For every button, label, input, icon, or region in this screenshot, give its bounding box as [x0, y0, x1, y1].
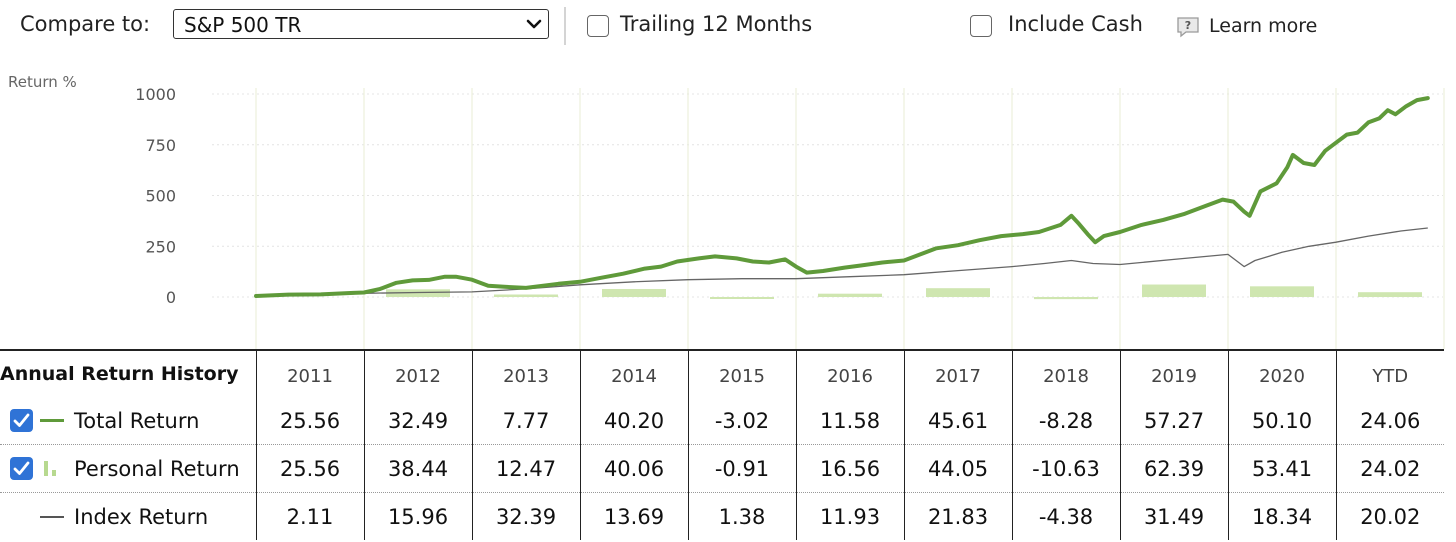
return-chart: Return % 0 250 500 750 1000 [8, 73, 1445, 349]
trailing-12-months-checkbox[interactable] [587, 15, 609, 37]
total-return-line [254, 96, 1430, 298]
y-tick-label: 0 [166, 288, 176, 307]
table-cell: 24.02 [1335, 444, 1444, 493]
table-cell: 18.34 [1227, 492, 1336, 540]
table-cell: -8.28 [1011, 397, 1120, 445]
table-cell: 15.96 [363, 492, 472, 540]
row-label-cell: Index Return [0, 493, 256, 541]
table-cell: 24.06 [1335, 397, 1444, 445]
total-return-legend-icon [40, 419, 64, 422]
table-row-personal-return: Personal Return 25.56 38.44 12.47 40.06 … [0, 444, 1444, 493]
table-cell: 2.11 [255, 492, 364, 540]
compare-select[interactable]: S&P 500 TR [173, 9, 549, 39]
y-tick-label: 1000 [135, 85, 176, 104]
row-label: Total Return [74, 409, 200, 433]
table-cell: 32.49 [363, 397, 472, 445]
total-return-checkbox[interactable] [10, 409, 33, 432]
chart-lines [254, 96, 1430, 298]
personal-return-bar [926, 288, 990, 297]
table-cell: 57.27 [1119, 397, 1228, 445]
table-cell: 25.56 [255, 444, 364, 493]
table-cell: 62.39 [1119, 444, 1228, 493]
table-cell: 21.83 [903, 492, 1012, 540]
table-cell: 12.47 [471, 444, 580, 493]
index-return-line [255, 227, 1428, 297]
personal-return-bar [494, 294, 558, 297]
include-cash-checkbox[interactable] [970, 15, 992, 37]
chevron-down-icon [526, 19, 542, 29]
compare-select-value: S&P 500 TR [184, 13, 302, 37]
trailing-12-months-label: Trailing 12 Months [620, 12, 813, 36]
checkmark-icon [13, 413, 30, 427]
y-tick-label: 250 [145, 237, 176, 256]
col-header: 2020 [1227, 349, 1336, 397]
table-cell: 1.38 [687, 492, 796, 540]
learn-more-link[interactable]: Learn more [1209, 15, 1318, 37]
col-header: 2014 [579, 349, 688, 397]
table-row-total-return: Total Return 25.56 32.49 7.77 40.20 -3.0… [0, 397, 1444, 445]
include-cash-label: Include Cash [1008, 12, 1143, 36]
y-tick-label: 750 [145, 136, 176, 155]
table-cell: 45.61 [903, 397, 1012, 445]
table-cell: 31.49 [1119, 492, 1228, 540]
col-header: 2017 [903, 349, 1012, 397]
col-header: YTD [1335, 349, 1444, 397]
col-header: 2019 [1119, 349, 1228, 397]
table-cell: 38.44 [363, 444, 472, 493]
col-header: 2016 [795, 349, 904, 397]
table-cell: 44.05 [903, 444, 1012, 493]
table-cell: 32.39 [471, 492, 580, 540]
table-title: Annual Return History [0, 349, 256, 397]
y-axis: Return % 0 250 500 750 1000 [8, 73, 176, 307]
table-cell: 40.20 [579, 397, 688, 445]
personal-return-bars [386, 284, 1422, 300]
table-cell: 53.41 [1227, 444, 1336, 493]
table-cell: 40.06 [579, 444, 688, 493]
toolbar: Compare to: S&P 500 TR Trailing 12 Month… [0, 0, 1456, 54]
row-label: Personal Return [74, 457, 240, 481]
col-header: 2013 [471, 349, 580, 397]
col-header: 2011 [255, 349, 364, 397]
table-cell: -0.91 [687, 444, 796, 493]
y-axis-title: Return % [8, 73, 77, 91]
row-label: Index Return [74, 505, 209, 529]
row-label-cell: Personal Return [0, 444, 256, 493]
table-row-index-return: Index Return 2.11 15.96 32.39 13.69 1.38… [0, 492, 1444, 541]
table-cell: -10.63 [1011, 444, 1120, 493]
table-cell: 11.93 [795, 492, 904, 540]
personal-return-bar [386, 289, 450, 297]
table-header-row: Annual Return History 2011 2012 2013 201… [0, 349, 1444, 397]
compare-label: Compare to: [20, 12, 151, 36]
personal-return-bar [1250, 286, 1314, 297]
table-cell: 13.69 [579, 492, 688, 540]
row-label-cell: Total Return [0, 397, 256, 445]
table-cell: 7.77 [471, 397, 580, 445]
y-tick-label: 500 [145, 187, 176, 206]
index-return-legend-icon [40, 516, 64, 518]
table-cell: -4.38 [1011, 492, 1120, 540]
annual-return-table: Annual Return History 2011 2012 2013 201… [0, 349, 1444, 540]
col-header: 2015 [687, 349, 796, 397]
table-cell: 11.58 [795, 397, 904, 445]
personal-return-bar [602, 288, 666, 297]
checkmark-icon [13, 461, 30, 475]
table-cell: 25.56 [255, 397, 364, 445]
col-header: 2012 [363, 349, 472, 397]
table-cell: 20.02 [1335, 492, 1444, 540]
bar-chart-legend-icon [44, 461, 56, 476]
chart-grid [212, 88, 1445, 349]
col-header: 2018 [1011, 349, 1120, 397]
table-cell: 16.56 [795, 444, 904, 493]
personal-return-bar [1034, 297, 1098, 300]
personal-return-bar [1358, 292, 1422, 297]
table-cell: 50.10 [1227, 397, 1336, 445]
help-icon[interactable]: ? [1176, 16, 1200, 38]
svg-text:?: ? [1185, 19, 1191, 32]
personal-return-bar [818, 293, 882, 297]
personal-return-bar [1142, 284, 1206, 297]
personal-return-checkbox[interactable] [10, 457, 33, 480]
personal-return-bar [710, 297, 774, 299]
toolbar-divider [564, 7, 566, 45]
table-cell: -3.02 [687, 397, 796, 445]
